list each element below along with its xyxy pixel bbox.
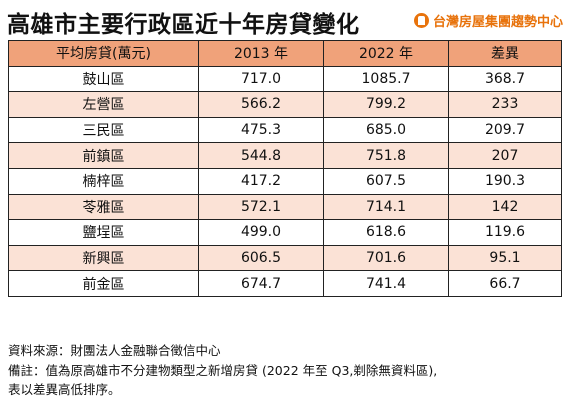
district-cell: 楠梓區 [8, 167, 199, 195]
table-row: 左營區 566.2 799.2 233 [8, 91, 562, 118]
difference-cell: 119.6 [448, 219, 562, 246]
remark-note-line2: 表以差異高低排序。 [8, 382, 121, 397]
difference-cell: 190.3 [448, 167, 562, 195]
district-cell: 苓雅區 [8, 193, 199, 221]
table-row: 苓雅區 572.1 714.1 142 [8, 193, 562, 221]
brand-name: 台灣房屋集團趨勢中心 [432, 15, 563, 30]
value-2022-cell: 701.6 [323, 244, 449, 272]
value-2013-cell: 572.1 [198, 193, 324, 221]
difference-cell: 233 [448, 91, 562, 118]
table-row: 鼓山區 717.0 1085.7 368.7 [8, 65, 562, 93]
column-header-district: 平均房貸(萬元) [8, 40, 199, 67]
difference-cell: 207 [448, 142, 562, 169]
table-header-row: 平均房貸(萬元) 2013 年 2022 年 差異 [8, 40, 562, 67]
difference-cell: 209.7 [448, 116, 562, 144]
column-header-difference: 差異 [448, 40, 562, 67]
table-row: 前鎮區 544.8 751.8 207 [8, 142, 562, 169]
value-2022-cell: 685.0 [323, 116, 449, 144]
value-2022-cell: 799.2 [323, 91, 449, 118]
value-2013-cell: 544.8 [198, 142, 324, 169]
value-2022-cell: 607.5 [323, 167, 449, 195]
table-row: 鹽埕區 499.0 618.6 119.6 [8, 219, 562, 246]
value-2013-cell: 606.5 [198, 244, 324, 272]
remark-note-line1: 備註：值為原高雄市不分建物類型之新增房貸 (2022 年至 Q3,剃除無資料區)… [8, 362, 438, 378]
district-cell: 鹽埕區 [8, 219, 199, 246]
value-2022-cell: 751.8 [323, 142, 449, 169]
brand: 台灣房屋集團趨勢中心 [413, 11, 563, 30]
difference-cell: 368.7 [448, 65, 562, 93]
column-header-2013: 2013 年 [198, 40, 324, 67]
table-row: 新興區 606.5 701.6 95.1 [8, 244, 562, 272]
value-2013-cell: 499.0 [198, 219, 324, 246]
difference-cell: 142 [448, 193, 562, 221]
source-note: 資料來源：財團法人金融聯合徵信中心 [8, 343, 221, 358]
value-2013-cell: 566.2 [198, 91, 324, 118]
district-cell: 前鎮區 [8, 142, 199, 169]
table-row: 三民區 475.3 685.0 209.7 [8, 116, 562, 144]
mortgage-table: 平均房貸(萬元) 2013 年 2022 年 差異 鼓山區 717.0 1085… [8, 40, 562, 297]
value-2022-cell: 714.1 [323, 193, 449, 221]
table-row: 楠梓區 417.2 607.5 190.3 [8, 167, 562, 195]
value-2013-cell: 674.7 [198, 270, 324, 297]
value-2022-cell: 741.4 [323, 270, 449, 297]
column-header-2022: 2022 年 [323, 40, 449, 67]
district-cell: 鼓山區 [8, 65, 199, 93]
district-cell: 左營區 [8, 91, 199, 118]
value-2013-cell: 417.2 [198, 167, 324, 195]
header: 高雄市主要行政區近十年房貸變化 台灣房屋集團趨勢中心 [0, 0, 569, 40]
district-cell: 三民區 [8, 116, 199, 144]
difference-cell: 66.7 [448, 270, 562, 297]
difference-cell: 95.1 [448, 244, 562, 272]
house-logo-icon [413, 13, 429, 28]
district-cell: 前金區 [8, 270, 199, 297]
page-title: 高雄市主要行政區近十年房貸變化 [7, 12, 360, 38]
footnotes: 資料來源：財團法人金融聯合徵信中心 備註：值為原高雄市不分建物類型之新增房貸 (… [8, 341, 437, 400]
table-row: 前金區 674.7 741.4 66.7 [8, 270, 562, 297]
value-2022-cell: 1085.7 [323, 65, 449, 93]
district-cell: 新興區 [8, 244, 199, 272]
value-2013-cell: 475.3 [198, 116, 324, 144]
value-2022-cell: 618.6 [323, 219, 449, 246]
value-2013-cell: 717.0 [198, 65, 324, 93]
